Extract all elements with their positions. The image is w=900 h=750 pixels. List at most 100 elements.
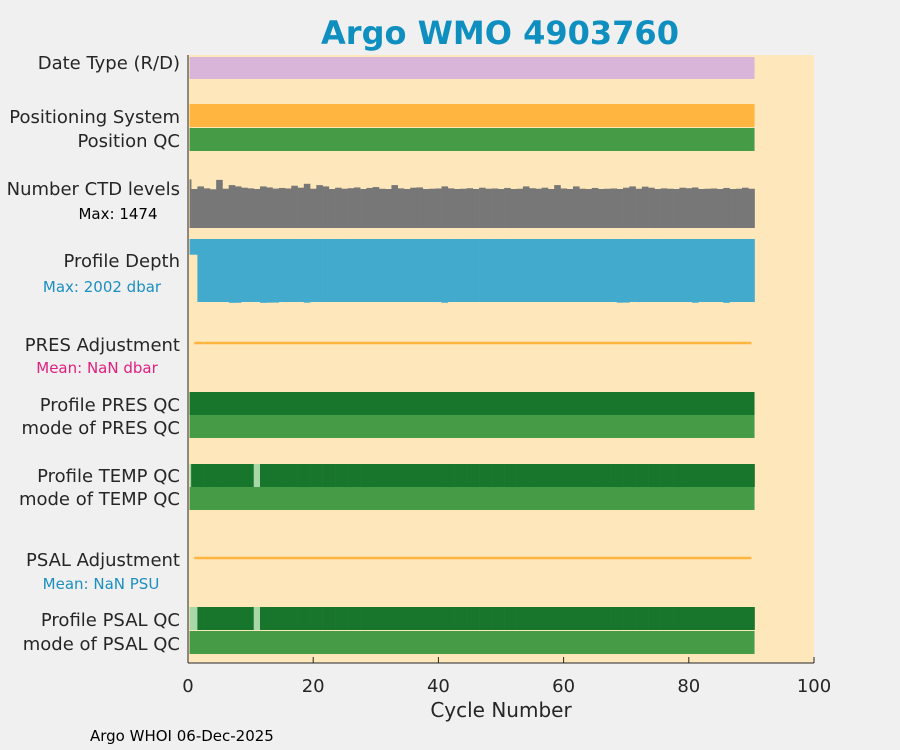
ctd-max-note: Max: 1474 [78, 205, 157, 223]
ctd-level-bar [491, 188, 499, 228]
qc-cycle-cell [541, 464, 549, 487]
qc-cycle-cell [234, 464, 242, 487]
profile-depth-bar [698, 239, 705, 302]
qc-cycle-cell [616, 607, 624, 630]
profile-depth-bar [447, 239, 455, 302]
mode-temp-qc-bar-segment [189, 487, 755, 510]
profile-depth-bar [472, 239, 480, 302]
label-profile-depth: Profile Depth [63, 251, 180, 272]
profile-depth-bar [197, 239, 204, 302]
qc-cycle-cell [479, 607, 486, 630]
qc-cycle-cell [748, 464, 755, 487]
profile-depth-bar [341, 239, 348, 302]
qc-cycle-cell [259, 607, 267, 630]
ctd-level-bar [253, 189, 261, 228]
qc-cycle-cell [372, 607, 380, 630]
label-date-type: Date Type (R/D) [38, 53, 180, 74]
pres-mean-note: Mean: NaN dbar [36, 359, 158, 377]
profile-depth-bar [297, 239, 305, 302]
ctd-level-bar [385, 189, 392, 228]
qc-cycle-cell [228, 464, 236, 487]
plot-background [188, 55, 814, 663]
qc-cycle-cell [460, 607, 467, 630]
label-mode-temp-qc: mode of TEMP QC [19, 489, 180, 510]
qc-cycle-cell [247, 464, 255, 487]
qc-cycle-cell [191, 607, 198, 630]
qc-cycle-cell [241, 464, 248, 487]
qc-cycle-cell [629, 464, 636, 487]
qc-cycle-cell [591, 464, 599, 487]
ctd-level-bar [310, 188, 317, 228]
profile-depth-bar [679, 239, 686, 302]
qc-cycle-cell [504, 464, 511, 487]
ctd-level-bar [466, 188, 474, 228]
qc-cycle-cell [604, 607, 611, 630]
profile-pres-qc-bar [189, 392, 755, 415]
ctd-level-bar [610, 188, 618, 228]
qc-cycle-cell [316, 607, 323, 630]
ctd-level-bar [710, 188, 718, 228]
qc-cycle-cell [285, 607, 292, 630]
ctd-level-bar [397, 188, 405, 228]
profile-depth-bar [429, 239, 436, 302]
profile-depth-bar [729, 239, 737, 302]
profile-depth-bar [660, 239, 668, 302]
profile-depth-bar [479, 239, 486, 302]
qc-cycle-cell [189, 464, 192, 487]
profile-depth-bar [209, 239, 217, 302]
qc-cycle-cell [516, 607, 524, 630]
qc-cycle-cell [266, 464, 273, 487]
ctd-level-bar [629, 186, 636, 228]
ctd-level-bar [735, 188, 743, 228]
qc-cycle-cell [297, 464, 305, 487]
qc-cycle-cell [510, 464, 517, 487]
profile-depth-bar [222, 239, 229, 302]
ctd-level-bar [585, 189, 593, 228]
qc-cycle-cell [410, 607, 417, 630]
profile-depth-bar [328, 239, 336, 302]
positioning-system-bar [189, 104, 755, 127]
mode-pres-qc-bar [189, 415, 755, 438]
qc-cycle-cell [554, 464, 561, 487]
ctd-level-bar [716, 189, 724, 228]
qc-cycle-cell [654, 464, 661, 487]
qc-cycle-cell [497, 464, 505, 487]
profile-depth-bar [435, 239, 442, 302]
qc-cycle-cell [572, 607, 580, 630]
qc-cycle-cell [416, 464, 424, 487]
profile-depth-bar [391, 239, 399, 302]
label-psal-adjustment: PSAL Adjustment [26, 550, 180, 571]
profile-depth-bar [353, 239, 361, 302]
qc-cycle-cell [479, 464, 486, 487]
qc-cycle-cell [241, 607, 248, 630]
qc-cycle-cell [466, 464, 474, 487]
ctd-level-bar [189, 179, 192, 228]
qc-cycle-cell [635, 464, 643, 487]
qc-cycle-cell [698, 464, 705, 487]
ctd-level-bar [209, 189, 217, 228]
profile-temp-qc-bar [189, 464, 755, 487]
qc-cycle-cell [291, 607, 298, 630]
qc-cycle-cell [454, 607, 461, 630]
profile-depth-bar [189, 239, 192, 255]
qc-cycle-cell [441, 607, 449, 630]
label-mode-psal-qc: mode of PSAL QC [23, 634, 180, 655]
label-profile-pres-qc: Profile PRES QC [40, 395, 180, 416]
profile-depth-bar [510, 239, 517, 302]
profile-depth-bar [666, 239, 674, 302]
ctd-level-bar [447, 188, 455, 228]
ctd-level-bar [285, 188, 292, 228]
ctd-level-bar [203, 188, 211, 228]
ctd-level-bar [216, 179, 223, 228]
ctd-level-bar [654, 189, 661, 228]
qc-cycle-cell [397, 464, 405, 487]
qc-cycle-cell [272, 607, 280, 630]
ctd-level-bar [247, 188, 255, 228]
profile-depth-bar [403, 239, 411, 302]
ctd-level-bar [266, 187, 273, 228]
footer-credit: Argo WHOI 06-Dec-2025 [90, 727, 274, 745]
qc-cycle-cell [191, 464, 198, 487]
profile-depth-bar [266, 239, 273, 303]
mode-pres-qc-bar-segment [189, 415, 755, 438]
ctd-level-bar [241, 187, 248, 228]
